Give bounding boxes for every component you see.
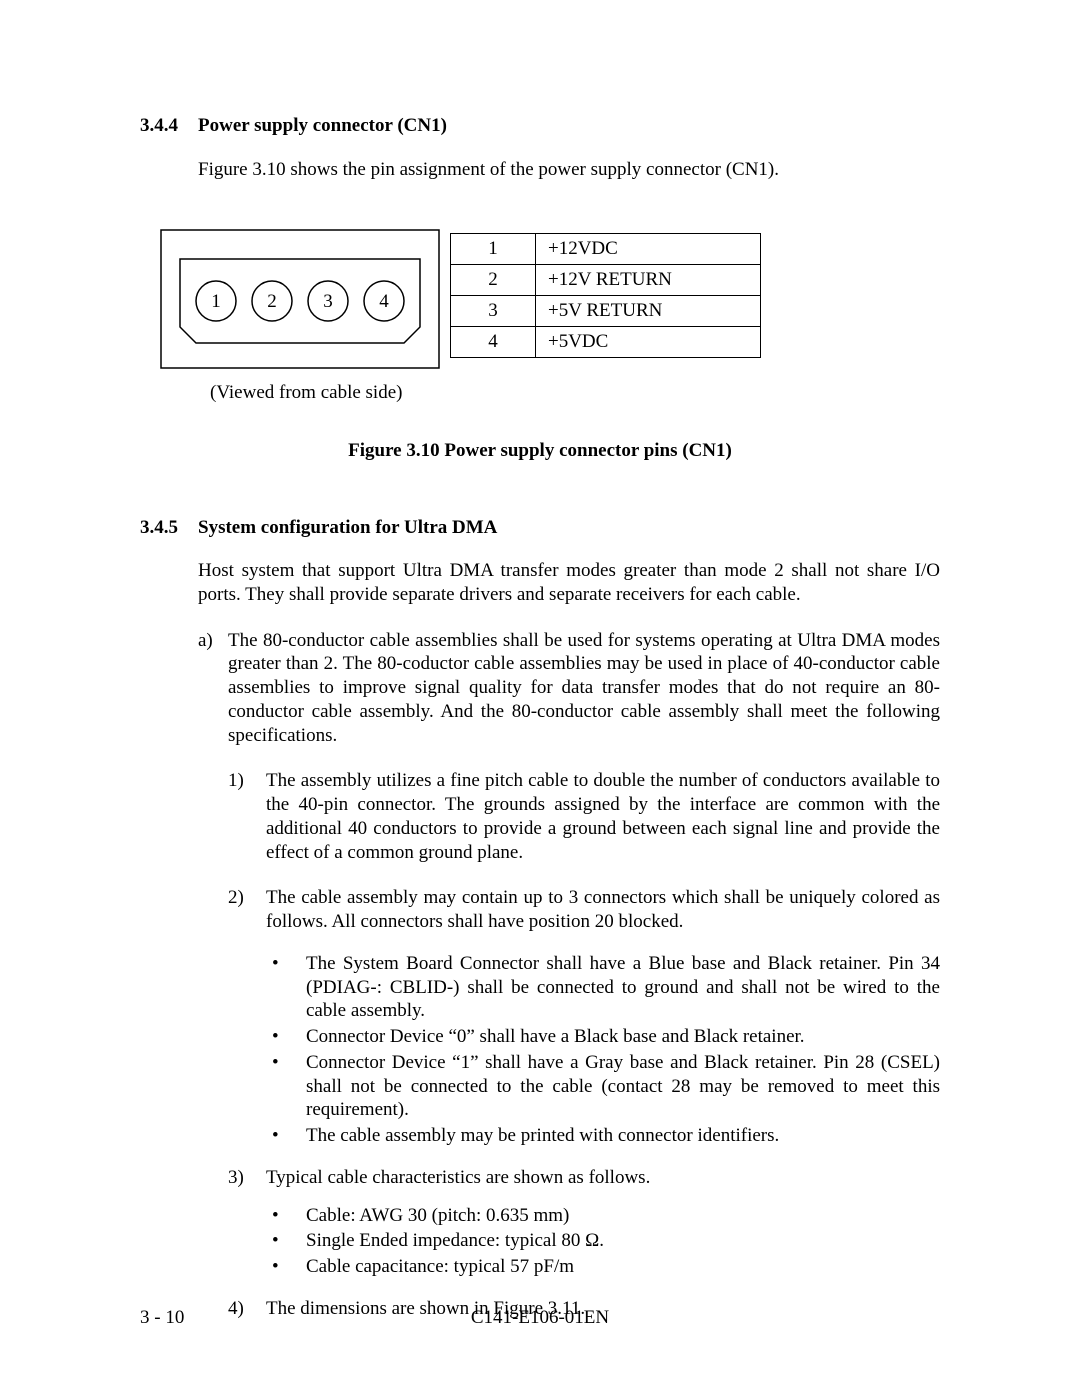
bullet-text: The cable assembly may be printed with c… [306, 1124, 940, 1148]
page-footer: 3 - 10 C141-E106-01EN [140, 1307, 940, 1329]
list-item-a: a) The 80-conductor cable assemblies sha… [198, 629, 940, 748]
bullet: • The System Board Connector shall have … [266, 952, 940, 1023]
bullet-text: Cable capacitance: typical 57 pF/m [306, 1255, 940, 1279]
intro-text: Figure 3.10 shows the pin assignment of … [198, 159, 940, 181]
list-item-3: 3) Typical cable characteristics are sho… [228, 1166, 940, 1190]
bullet-text: Cable: AWG 30 (pitch: 0.635 mm) [306, 1204, 940, 1228]
pin-4-label: 4 [379, 291, 389, 312]
list-marker: 1) [228, 769, 266, 864]
pin-num: 3 [451, 296, 536, 327]
viewed-note: (Viewed from cable side) [210, 382, 440, 404]
bullet-icon: • [266, 1204, 306, 1228]
list-content: The 80-conductor cable assemblies shall … [228, 629, 940, 748]
pin-label: +12VDC [536, 234, 761, 265]
doc-id: C141-E106-01EN [140, 1307, 940, 1329]
body-paragraph: Host system that support Ultra DMA trans… [198, 559, 940, 607]
heading-title: System configuration for Ultra DMA [198, 517, 497, 539]
pin-num: 2 [451, 265, 536, 296]
list-content: The cable assembly may contain up to 3 c… [266, 886, 940, 934]
pin-table: 1 +12VDC 2 +12V RETURN 3 +5V RETURN 4 +5… [450, 233, 761, 358]
table-row: 3 +5V RETURN [451, 296, 761, 327]
list-a: a) The 80-conductor cable assemblies sha… [198, 629, 940, 748]
heading-number: 3.4.5 [140, 517, 198, 539]
bullet-icon: • [266, 1229, 306, 1253]
bullet: • Cable: AWG 30 (pitch: 0.635 mm) [266, 1204, 940, 1228]
numbered-list-3: 3) Typical cable characteristics are sho… [228, 1166, 940, 1190]
heading-number: 3.4.4 [140, 115, 198, 137]
table-row: 1 +12VDC [451, 234, 761, 265]
bullet: • Single Ended impedance: typical 80 Ω. [266, 1229, 940, 1253]
list-content: Typical cable characteristics are shown … [266, 1166, 940, 1190]
bullet-icon: • [266, 1025, 306, 1049]
bullet-list-3: • Cable: AWG 30 (pitch: 0.635 mm) • Sing… [266, 1204, 940, 1279]
bullet-icon: • [266, 952, 306, 1023]
table-row: 2 +12V RETURN [451, 265, 761, 296]
list-marker: a) [198, 629, 228, 748]
list-marker: 2) [228, 886, 266, 934]
connector-diagram: 1 2 3 4 [160, 229, 440, 369]
numbered-list: 1) The assembly utilizes a fine pitch ca… [228, 769, 940, 934]
figure-caption: Figure 3.10 Power supply connector pins … [140, 440, 940, 462]
pin-2-label: 2 [267, 291, 277, 312]
bullet-icon: • [266, 1255, 306, 1279]
list-item-2: 2) The cable assembly may contain up to … [228, 886, 940, 934]
list-content: The assembly utilizes a fine pitch cable… [266, 769, 940, 864]
pin-num: 1 [451, 234, 536, 265]
pin-3-label: 3 [323, 291, 333, 312]
bullet: • Connector Device “0” shall have a Blac… [266, 1025, 940, 1049]
pin-label: +12V RETURN [536, 265, 761, 296]
heading-title: Power supply connector (CN1) [198, 115, 447, 137]
connector-figure: 1 2 3 4 (Viewed from cable side) [160, 229, 440, 404]
heading-3-4-5: 3.4.5 System configuration for Ultra DMA [140, 517, 940, 539]
bullet-icon: • [266, 1124, 306, 1148]
bullet-icon: • [266, 1051, 306, 1122]
bullet-text: Connector Device “1” shall have a Gray b… [306, 1051, 940, 1122]
pin-1-label: 1 [211, 291, 221, 312]
figure-row: 1 2 3 4 (Viewed from cable side) 1 +12VD… [160, 229, 940, 404]
pin-label: +5V RETURN [536, 296, 761, 327]
bullet: • The cable assembly may be printed with… [266, 1124, 940, 1148]
bullet-text: Single Ended impedance: typical 80 Ω. [306, 1229, 940, 1253]
pin-num: 4 [451, 327, 536, 358]
bullet-list-2: • The System Board Connector shall have … [266, 952, 940, 1148]
bullet-text: Connector Device “0” shall have a Black … [306, 1025, 940, 1049]
bullet: • Connector Device “1” shall have a Gray… [266, 1051, 940, 1122]
page: 3.4.4 Power supply connector (CN1) Figur… [0, 0, 1080, 1397]
page-number: 3 - 10 [140, 1307, 184, 1329]
pin-label: +5VDC [536, 327, 761, 358]
list-item-1: 1) The assembly utilizes a fine pitch ca… [228, 769, 940, 864]
heading-3-4-4: 3.4.4 Power supply connector (CN1) [140, 115, 940, 137]
bullet-text: The System Board Connector shall have a … [306, 952, 940, 1023]
table-row: 4 +5VDC [451, 327, 761, 358]
bullet: • Cable capacitance: typical 57 pF/m [266, 1255, 940, 1279]
list-marker: 3) [228, 1166, 266, 1190]
